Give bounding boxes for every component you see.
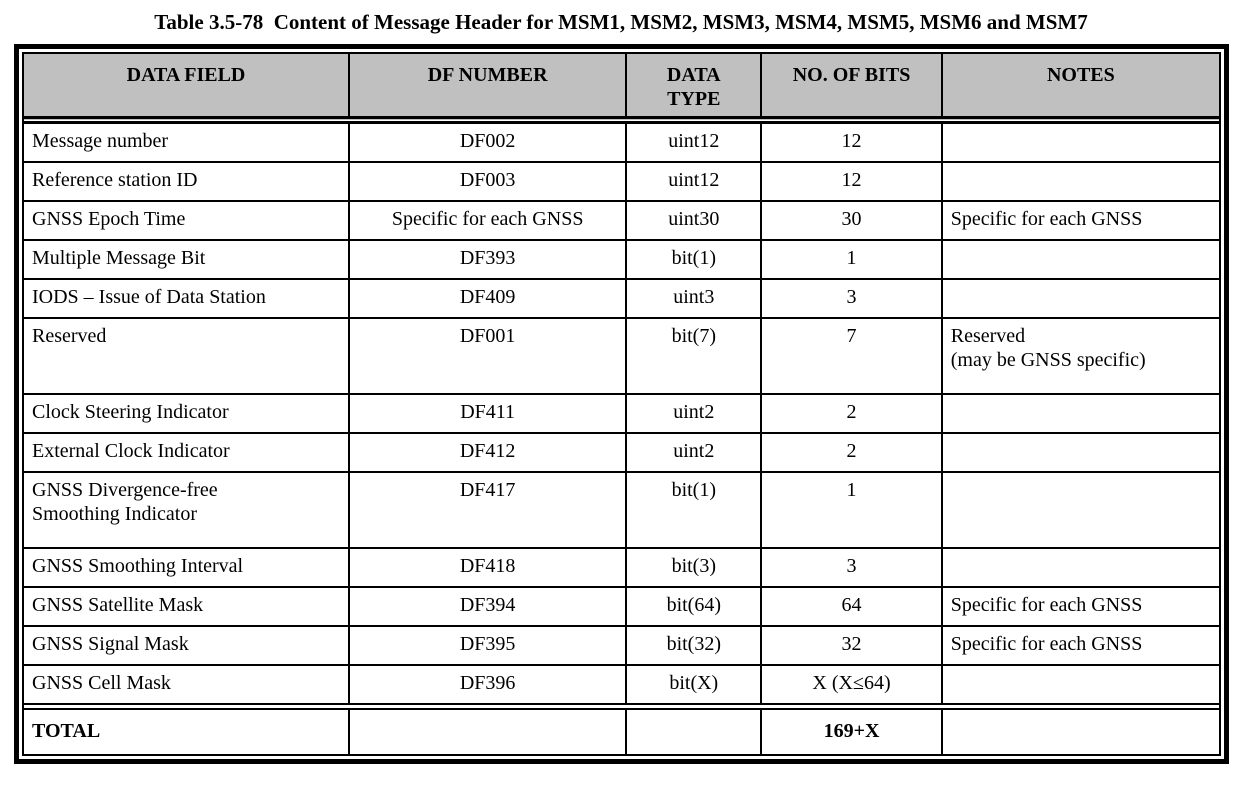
message-header-table: DATA FIELD DF NUMBER DATA TYPE NO. OF BI… [24, 54, 1219, 754]
cell-df-number: DF417 [348, 471, 628, 549]
cell-notes: Specific for each GNSS [940, 200, 1219, 241]
cell-df-number: DF393 [348, 239, 628, 280]
cell-data-field: IODS – Issue of Data Station [24, 278, 351, 319]
cell-no-of-bits: 12 [760, 161, 943, 202]
cell-no-of-bits: 1 [760, 239, 943, 280]
table-row: GNSS Smoothing Interval DF418 bit(3) 3 [24, 547, 1219, 588]
cell-data-field: GNSS Satellite Mask [24, 586, 351, 627]
cell-data-type: uint2 [625, 393, 763, 434]
cell-df-number: DF395 [348, 625, 628, 666]
cell-data-type: uint12 [625, 119, 763, 163]
col-header-no-of-bits: NO. OF BITS [760, 54, 943, 124]
cell-df-number: DF418 [348, 547, 628, 588]
cell-data-type: bit(64) [625, 586, 763, 627]
cell-df-number: DF409 [348, 278, 628, 319]
table-row: External Clock Indicator DF412 uint2 2 [24, 432, 1219, 473]
total-row: TOTAL 169+X [24, 703, 1219, 754]
cell-notes [940, 239, 1219, 280]
cell-notes: Specific for each GNSS [940, 625, 1219, 666]
cell-data-type: uint12 [625, 161, 763, 202]
cell-data-field: Clock Steering Indicator [24, 393, 351, 434]
col-header-notes: NOTES [940, 54, 1219, 124]
cell-no-of-bits: 2 [760, 432, 943, 473]
table-row: GNSS Epoch Time Specific for each GNSS u… [24, 200, 1219, 241]
cell-no-of-bits: 3 [760, 278, 943, 319]
cell-notes [940, 393, 1219, 434]
cell-data-type: bit(3) [625, 547, 763, 588]
cell-df-number: DF396 [348, 664, 628, 708]
table-inner-border: DATA FIELD DF NUMBER DATA TYPE NO. OF BI… [22, 52, 1221, 756]
cell-data-type: uint3 [625, 278, 763, 319]
cell-data-type: uint2 [625, 432, 763, 473]
table-row: Reserved DF001 bit(7) 7 Reserved (may be… [24, 317, 1219, 395]
cell-df-number: DF412 [348, 432, 628, 473]
col-header-data-field: DATA FIELD [24, 54, 351, 124]
total-data-type-empty [625, 703, 763, 754]
cell-data-field: External Clock Indicator [24, 432, 351, 473]
cell-data-field: GNSS Cell Mask [24, 664, 351, 708]
cell-no-of-bits: X (X≤64) [760, 664, 943, 708]
total-notes-empty [940, 703, 1219, 754]
table-row: Message number DF002 uint12 12 [24, 119, 1219, 163]
cell-df-number: DF003 [348, 161, 628, 202]
total-df-number-empty [348, 703, 628, 754]
table-row: IODS – Issue of Data Station DF409 uint3… [24, 278, 1219, 319]
cell-notes: Specific for each GNSS [940, 586, 1219, 627]
cell-df-number: DF411 [348, 393, 628, 434]
cell-data-field: Multiple Message Bit [24, 239, 351, 280]
cell-df-number: Specific for each GNSS [348, 200, 628, 241]
cell-data-type: bit(X) [625, 664, 763, 708]
cell-notes [940, 119, 1219, 163]
table-title: Table 3.5-78 Content of Message Header f… [154, 10, 1088, 34]
cell-data-field: Reserved [24, 317, 351, 395]
document-page: Table 3.5-78 Content of Message Header f… [0, 10, 1242, 764]
cell-data-field: GNSS Divergence-free Smoothing Indicator [24, 471, 351, 549]
cell-data-field: GNSS Smoothing Interval [24, 547, 351, 588]
table-row: GNSS Satellite Mask DF394 bit(64) 64 Spe… [24, 586, 1219, 627]
cell-df-number: DF001 [348, 317, 628, 395]
cell-no-of-bits: 3 [760, 547, 943, 588]
cell-no-of-bits: 7 [760, 317, 943, 395]
cell-notes [940, 471, 1219, 549]
cell-data-type: bit(7) [625, 317, 763, 395]
total-label: TOTAL [24, 703, 351, 754]
cell-data-type: bit(1) [625, 239, 763, 280]
table-row: Reference station ID DF003 uint12 12 [24, 161, 1219, 202]
cell-data-type: uint30 [625, 200, 763, 241]
cell-notes [940, 161, 1219, 202]
total-no-of-bits: 169+X [760, 703, 943, 754]
cell-data-field: GNSS Signal Mask [24, 625, 351, 666]
header-row: DATA FIELD DF NUMBER DATA TYPE NO. OF BI… [24, 54, 1219, 124]
table-row: Clock Steering Indicator DF411 uint2 2 [24, 393, 1219, 434]
cell-data-field: Message number [24, 119, 351, 163]
cell-data-type: bit(32) [625, 625, 763, 666]
cell-notes [940, 547, 1219, 588]
cell-no-of-bits: 2 [760, 393, 943, 434]
col-header-data-type: DATA TYPE [625, 54, 763, 124]
cell-no-of-bits: 12 [760, 119, 943, 163]
cell-notes [940, 664, 1219, 708]
cell-data-type: bit(1) [625, 471, 763, 549]
table-row: GNSS Divergence-free Smoothing Indicator… [24, 471, 1219, 549]
cell-no-of-bits: 64 [760, 586, 943, 627]
cell-no-of-bits: 32 [760, 625, 943, 666]
cell-df-number: DF002 [348, 119, 628, 163]
cell-notes [940, 278, 1219, 319]
table-outer-border: DATA FIELD DF NUMBER DATA TYPE NO. OF BI… [14, 44, 1229, 764]
table-row: GNSS Cell Mask DF396 bit(X) X (X≤64) [24, 664, 1219, 708]
cell-no-of-bits: 1 [760, 471, 943, 549]
cell-data-field: Reference station ID [24, 161, 351, 202]
cell-data-field: GNSS Epoch Time [24, 200, 351, 241]
cell-notes [940, 432, 1219, 473]
cell-notes: Reserved (may be GNSS specific) [940, 317, 1219, 395]
col-header-data-type-label: DATA TYPE [666, 64, 721, 110]
cell-no-of-bits: 30 [760, 200, 943, 241]
cell-df-number: DF394 [348, 586, 628, 627]
col-header-df-number: DF NUMBER [348, 54, 628, 124]
table-row: Multiple Message Bit DF393 bit(1) 1 [24, 239, 1219, 280]
table-row: GNSS Signal Mask DF395 bit(32) 32 Specif… [24, 625, 1219, 666]
